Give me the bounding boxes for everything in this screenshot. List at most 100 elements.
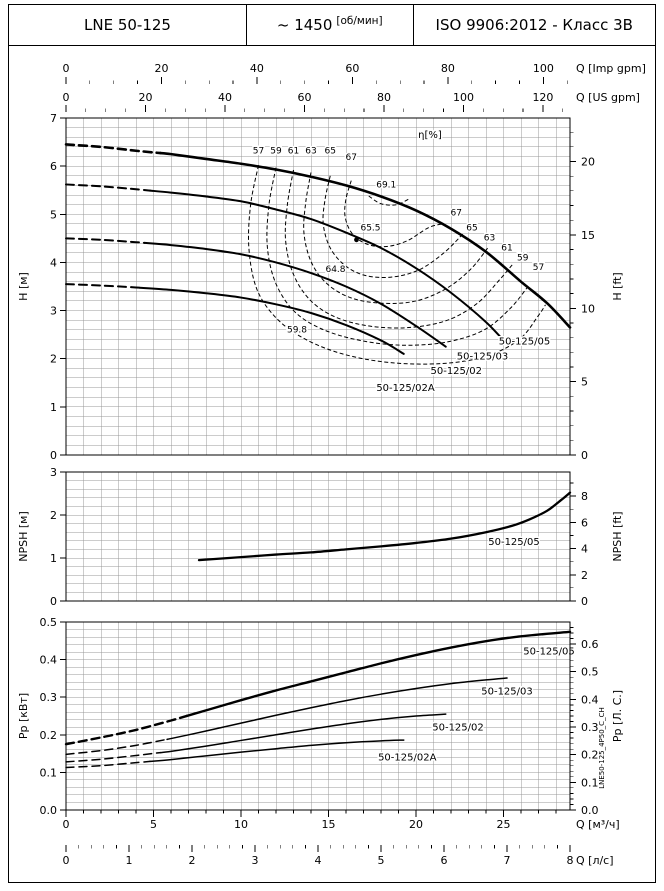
- axis-bottom-m3-h: 0 5 10 15 20 25 Q [м³/ч]: [63, 810, 620, 831]
- svg-text:0.2: 0.2: [581, 749, 599, 762]
- svg-text:NPSH [м]: NPSH [м]: [17, 511, 30, 562]
- chart-power: 0.00.10.20.30.40.5Pp [кВт]0.00.10.20.30.…: [17, 616, 624, 817]
- svg-text:57: 57: [253, 147, 264, 157]
- svg-text:63: 63: [305, 147, 316, 157]
- svg-text:40: 40: [218, 91, 232, 104]
- pump-model-title: LNE 50-125: [9, 5, 247, 45]
- svg-text:η[%]: η[%]: [418, 130, 442, 141]
- svg-text:4: 4: [581, 543, 588, 556]
- series-power: [64, 630, 572, 769]
- svg-text:67: 67: [346, 153, 357, 163]
- svg-text:59: 59: [270, 147, 282, 157]
- axis-left-head: 0 1 2 3 4 5 6 7 H [м]: [17, 112, 66, 462]
- svg-text:20: 20: [138, 91, 152, 104]
- svg-text:50-125/03: 50-125/03: [457, 351, 509, 362]
- curve-50-125-03: [166, 677, 508, 741]
- svg-text:NPSH [ft]: NPSH [ft]: [611, 511, 624, 561]
- svg-text:3: 3: [252, 854, 259, 867]
- svg-text:0: 0: [63, 91, 70, 104]
- svg-text:0.4: 0.4: [581, 693, 599, 706]
- svg-text:1: 1: [126, 854, 133, 867]
- svg-text:5: 5: [150, 818, 157, 831]
- svg-text:60: 60: [297, 91, 311, 104]
- svg-text:Q [м³/ч]: Q [м³/ч]: [576, 818, 620, 831]
- svg-text:50-125/02: 50-125/02: [430, 366, 482, 377]
- svg-text:25: 25: [497, 818, 511, 831]
- svg-text:67: 67: [451, 208, 462, 218]
- svg-text:8: 8: [567, 854, 574, 867]
- svg-text:50-125/05: 50-125/05: [488, 537, 540, 548]
- svg-text:80: 80: [377, 91, 391, 104]
- curve-50-125-02: [143, 241, 447, 348]
- svg-text:80: 80: [441, 62, 455, 75]
- eta-contour-65: [322, 175, 464, 278]
- svg-text:20: 20: [581, 156, 595, 169]
- svg-text:63: 63: [484, 233, 495, 243]
- svg-text:2: 2: [50, 353, 57, 366]
- svg-text:15: 15: [322, 818, 336, 831]
- curve-dashed-50-125-02a: [65, 760, 151, 769]
- curve-50-125-03: [149, 189, 508, 346]
- speed-unit: [об/мин]: [336, 15, 383, 27]
- svg-text:6: 6: [441, 854, 448, 867]
- svg-text:0: 0: [581, 595, 588, 608]
- series-npsh: [197, 491, 572, 562]
- series-labels-npsh: 50-125/05: [487, 536, 542, 550]
- svg-text:50-125/05: 50-125/05: [499, 336, 551, 347]
- svg-text:0: 0: [581, 449, 588, 462]
- svg-text:3: 3: [50, 305, 57, 318]
- eta-contour-57: [247, 165, 546, 365]
- svg-text:0: 0: [63, 818, 70, 831]
- svg-text:15: 15: [581, 229, 595, 242]
- svg-text:61: 61: [288, 147, 299, 157]
- svg-text:7: 7: [50, 112, 57, 125]
- pump-speed: ~ 1450 [об/мин]: [247, 5, 414, 45]
- eta-contour-61: [284, 169, 513, 329]
- series-labels-head: 50-125/05 50-125/03 50-125/02 50-125/02A: [375, 335, 552, 396]
- svg-text:65: 65: [466, 223, 477, 233]
- svg-text:5: 5: [50, 208, 57, 221]
- svg-text:0.4: 0.4: [40, 654, 58, 667]
- grid-npsh: [66, 472, 570, 601]
- svg-text:3: 3: [50, 466, 57, 479]
- svg-text:120: 120: [532, 91, 553, 104]
- svg-text:59.8: 59.8: [287, 325, 307, 335]
- svg-text:7: 7: [504, 854, 511, 867]
- svg-text:0.5: 0.5: [40, 616, 58, 629]
- series-head: [64, 143, 572, 355]
- svg-text:0.0: 0.0: [581, 804, 599, 817]
- efficiency-contours: η[%] 57 59 61 63 65 67 69.1 67 65 63 61 59 57 65.5 64.8…: [247, 128, 546, 365]
- svg-text:4: 4: [50, 256, 57, 269]
- svg-text:0: 0: [50, 595, 57, 608]
- axis-right-npsh: 0 2 4 6 8 NPSH [ft]: [570, 482, 624, 608]
- svg-text:10: 10: [234, 818, 248, 831]
- plot-border-power: [65, 621, 571, 811]
- svg-text:65.5: 65.5: [360, 223, 380, 233]
- curve-dashed-50-125-05: [64, 714, 188, 746]
- svg-text:61: 61: [501, 244, 512, 254]
- eta-contour-59: [266, 167, 529, 346]
- series-labels-power: 50-125/05 50-125/03 50-125/02 50-125/02A: [377, 645, 577, 765]
- iso-standard-label: ISO 9906:2012 - Класс 3В: [435, 16, 633, 34]
- svg-text:Q [л/с]: Q [л/с]: [576, 854, 614, 867]
- curve-dashed-50-125-03: [65, 738, 169, 756]
- curve-dashed-50-125-02: [65, 237, 146, 244]
- eta-contour-63: [303, 172, 489, 304]
- svg-text:20: 20: [409, 818, 423, 831]
- svg-text:6: 6: [50, 160, 57, 173]
- svg-text:Pp [Л. С.]: Pp [Л. С.]: [611, 690, 624, 742]
- svg-text:50-125/02: 50-125/02: [432, 722, 484, 733]
- curve-dashed-50-125-05: [64, 143, 162, 155]
- svg-text:64.8: 64.8: [325, 265, 345, 275]
- chart-npsh: 0 1 2 3 NPSH [м] 0 2 4 6 8 NPSH [ft] 50-125/05: [17, 466, 624, 608]
- svg-text:0.3: 0.3: [581, 721, 599, 734]
- svg-text:6: 6: [581, 516, 588, 529]
- svg-text:8: 8: [581, 490, 588, 503]
- axis-left-npsh: 0 1 2 3 NPSH [м]: [17, 466, 66, 608]
- bep-dot: [354, 237, 359, 243]
- svg-text:50-125/05: 50-125/05: [523, 646, 575, 657]
- curve-50-125-05: [159, 151, 572, 329]
